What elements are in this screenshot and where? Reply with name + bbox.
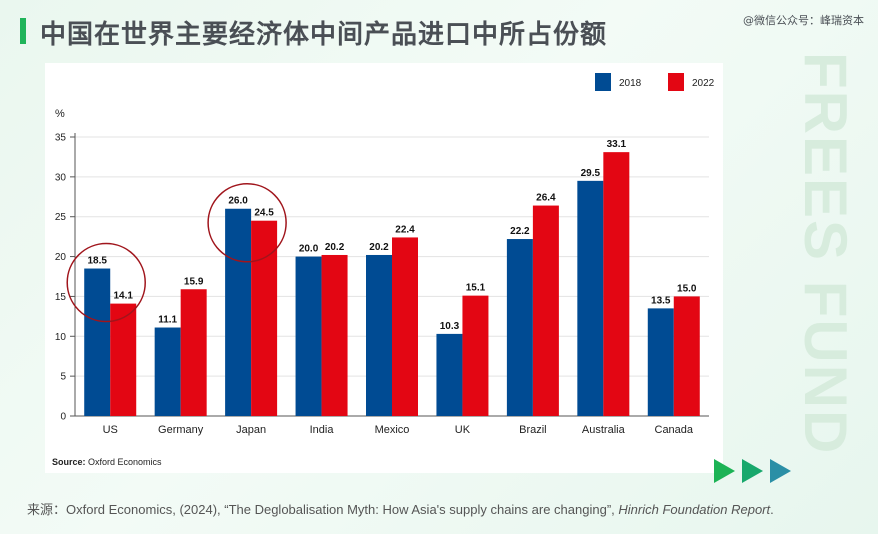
data-label: 15.9 <box>184 276 204 287</box>
bar-2018 <box>225 208 252 416</box>
data-label: 20.2 <box>325 242 345 253</box>
arrow-icon <box>770 459 791 483</box>
bar-2018 <box>154 327 181 416</box>
x-tick-label: Germany <box>158 424 204 436</box>
y-tick-label: 20 <box>55 252 67 263</box>
bar-2018 <box>84 268 111 416</box>
y-tick-label: 30 <box>55 172 67 183</box>
highlight-circle <box>66 242 146 323</box>
bar-2018 <box>436 333 463 416</box>
y-tick-label: 15 <box>55 292 67 303</box>
legend-swatch <box>595 73 611 91</box>
highlight-circle <box>207 182 287 263</box>
data-label: 22.2 <box>510 226 530 237</box>
bar-2022 <box>462 295 489 416</box>
data-label: 26.0 <box>228 196 248 207</box>
data-label: 33.1 <box>607 139 627 150</box>
data-label: 20.0 <box>299 244 319 255</box>
x-tick-label: Mexico <box>375 424 410 436</box>
data-label: 20.2 <box>369 242 389 253</box>
x-tick-label: Japan <box>236 424 266 436</box>
caption-main: Oxford Economics, (2024), “The Deglobali… <box>66 502 619 517</box>
figure-caption: 来源：Oxford Economics, (2024), “The Deglob… <box>27 499 774 518</box>
x-tick-label: US <box>103 424 118 436</box>
bar-2022 <box>673 296 700 416</box>
data-label: 29.5 <box>581 168 601 179</box>
bar-chart: 0 5 10 15 20 25 30 35% 18.5 14.1 US 11.1 15.9 Germany… <box>55 73 715 436</box>
wechat-account-label: @微信公众号：峰瑞资本 <box>743 14 864 27</box>
data-label: 24.5 <box>254 208 274 219</box>
chart-panel: 0 5 10 15 20 25 30 35% 18.5 14.1 US 11.1 15.9 Germany… <box>45 63 723 473</box>
bar-2022 <box>603 152 630 416</box>
data-label: 11.1 <box>158 315 177 326</box>
bar-2022 <box>392 237 418 416</box>
x-tick-label: Australia <box>582 424 626 436</box>
x-tick-label: India <box>310 424 335 436</box>
data-label: 14.1 <box>113 291 133 302</box>
title-accent-bar <box>20 18 26 44</box>
legend-swatch <box>668 73 684 91</box>
caption-italic: Hinrich Foundation Report <box>618 502 771 517</box>
x-tick-label: Brazil <box>519 424 547 436</box>
arrow-icon <box>742 459 763 483</box>
y-axis-unit-label: % <box>55 108 65 120</box>
legend-label: 2022 <box>692 78 715 89</box>
y-tick-label: 0 <box>60 412 66 423</box>
bar-2018 <box>647 308 674 416</box>
chart-source-label: Source: <box>52 457 86 467</box>
data-label: 22.4 <box>395 224 415 235</box>
page-title: 中国在世界主要经济体中间产品进口中所占份额 <box>40 20 608 50</box>
bar-2018 <box>506 239 533 416</box>
y-tick-label: 35 <box>55 133 67 144</box>
legend-label: 2018 <box>619 78 642 89</box>
bar-2018 <box>577 180 604 416</box>
chart-source-text: Oxford Economics <box>88 457 162 467</box>
y-tick-label: 25 <box>55 212 67 223</box>
x-tick-label: UK <box>455 424 471 436</box>
play-arrows-decoration <box>714 459 796 487</box>
arrow-icon <box>714 459 735 483</box>
x-tick-label: Canada <box>655 424 694 436</box>
data-label: 26.4 <box>536 193 556 204</box>
brand-watermark: FREES FUND <box>792 52 859 456</box>
chart-source-note: Source: Oxford Economics <box>52 457 162 467</box>
data-label: 18.5 <box>87 256 107 267</box>
data-label: 13.5 <box>651 295 671 306</box>
bar-2022 <box>180 289 207 416</box>
data-label: 15.1 <box>466 283 486 294</box>
bar-2022 <box>110 303 137 416</box>
data-label: 10.3 <box>440 321 460 332</box>
caption-end: . <box>770 502 774 517</box>
caption-prefix: 来源： <box>27 502 67 517</box>
bar-2022 <box>532 205 559 416</box>
data-label: 15.0 <box>677 283 697 294</box>
bar-2018 <box>295 256 322 416</box>
y-tick-label: 5 <box>60 372 66 383</box>
y-tick-label: 10 <box>55 332 67 343</box>
bar-2022 <box>321 254 348 416</box>
bar-2018 <box>366 254 392 416</box>
bar-2022 <box>251 220 278 416</box>
